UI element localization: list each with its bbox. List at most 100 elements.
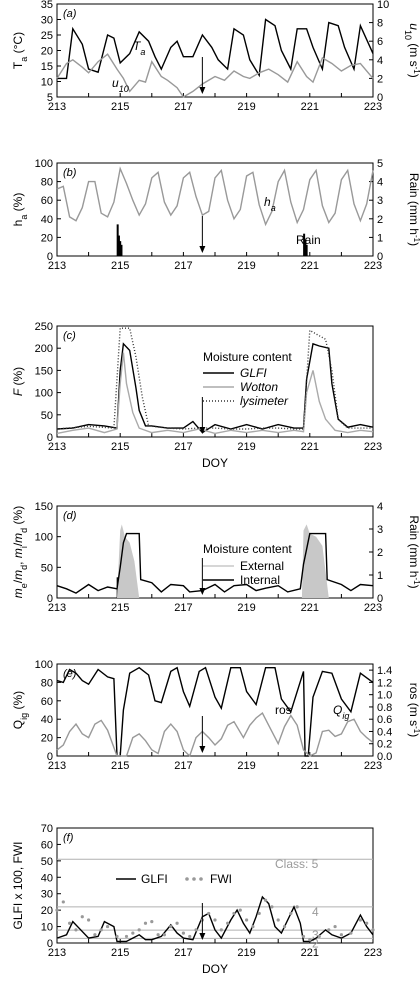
y-tick-label-right: 2: [377, 547, 383, 559]
x-tick-label: 219: [237, 947, 255, 959]
panel-a: 5 10 15 20 25 30 35 0 2 4 6 8 10 213 215 217 219 221 223 (a…: [11, 0, 420, 113]
series-fwi-point: [263, 898, 268, 902]
x-tick-label: 217: [174, 947, 192, 959]
series-fwi-point: [175, 921, 179, 925]
y-tick-label-right: 4: [377, 177, 383, 189]
x-axis-label: DOY: [202, 962, 228, 976]
legend-entry: GLFI: [141, 872, 168, 886]
series-ha-line: [56, 166, 374, 227]
y-tick-label-left: 0: [47, 432, 53, 444]
series-fwi-point: [74, 928, 78, 932]
series-qig-line: [56, 666, 374, 757]
x-tick-label: 223: [364, 260, 382, 272]
marker-arrow-head: [199, 246, 206, 253]
panel-label: (f): [63, 832, 74, 844]
y-tick-label-right: 3: [377, 524, 383, 536]
y-tick-label-left: 80: [41, 177, 53, 189]
y-tick-label-left: 30: [41, 15, 53, 27]
series-fwi-point: [301, 934, 306, 939]
series-fwi-point: [339, 933, 343, 937]
panel-b: 0 20 40 60 80 100 0 1 2 3 4 5 213 215 217 219 221 223 (b) h…: [11, 158, 420, 272]
panel-f: 0 10 20 30 40 50 60 70 213 215 217 219 221 223 Class: …: [11, 823, 382, 959]
series-fwi-point: [308, 938, 312, 942]
series-fwi-point: [169, 924, 173, 929]
y-tick-label-left: 20: [41, 232, 53, 244]
y-tick-label-left: 250: [35, 321, 53, 333]
marker-arrow-head: [199, 588, 206, 595]
y-tick-label-right: 2: [377, 214, 383, 226]
y-tick-label-left: 50: [41, 410, 53, 422]
legend-entry: Internal: [240, 573, 280, 587]
y-tick-label-left: 200: [35, 343, 53, 355]
rain-bar: [304, 239, 307, 256]
y-tick-label-left: 0: [47, 938, 53, 950]
series-fwi-point: [143, 921, 148, 925]
y-axis-label-left: me/md, mi/md (%): [11, 506, 29, 598]
legend-swatch-dot: [192, 877, 196, 881]
series-fwi-point: [276, 918, 280, 922]
y-tick-label-right: 0: [377, 92, 383, 104]
rain-bar: [303, 233, 306, 256]
y-tick-label-right: 0.6: [377, 714, 392, 726]
y-tick-label-left: 40: [41, 214, 53, 226]
x-tick-label: 217: [174, 260, 192, 272]
x-tick-label: 215: [111, 760, 129, 772]
y-tick-label-left: 150: [35, 365, 53, 377]
x-tick-label: 223: [364, 760, 382, 772]
y-tick-label-left: 60: [41, 696, 53, 708]
y-axis-label-left: Qig (%): [11, 691, 29, 729]
panel-label: (b): [63, 167, 77, 179]
x-axis-label: DOY: [202, 456, 228, 470]
y-tick-label-right: 1.2: [377, 677, 392, 689]
y-tick-label-right: 0.4: [377, 726, 392, 738]
class-label: 3: [312, 928, 319, 942]
plot-frame: [56, 325, 374, 438]
y-tick-label-right: 4: [377, 501, 383, 513]
series-label: ha: [264, 195, 276, 213]
y-axis-label-right: u10 (m s-1): [403, 23, 420, 78]
x-tick-label: 219: [237, 760, 255, 772]
y-tick-label-left: 20: [41, 905, 53, 917]
x-tick-label: 213: [48, 602, 66, 614]
legend-entry: lysimeter: [240, 394, 289, 408]
x-tick-label: 223: [364, 441, 382, 453]
y-tick-label-right: 8: [377, 18, 383, 30]
y-tick-label-right: 10: [377, 0, 389, 11]
y-tick-label-right: 0: [377, 593, 383, 605]
series-fwi-point: [61, 900, 65, 904]
x-tick-label: 221: [301, 101, 319, 113]
series-fwi-point: [181, 931, 185, 935]
series-fwi-point: [93, 933, 97, 937]
panel-c: 0 50 100 150 200 250 213 215 217 219 221 223 (c) F (%…: [11, 321, 382, 453]
rain-bar: [305, 244, 308, 256]
y-tick-label-left: 0: [47, 251, 53, 263]
marker-arrow-head: [199, 746, 206, 753]
y-tick-label-right: 2: [377, 73, 383, 85]
class-label: 4: [312, 905, 319, 919]
x-tick-label: 223: [364, 101, 382, 113]
rain-bar: [116, 224, 119, 256]
y-tick-label-right: 0.2: [377, 739, 392, 751]
legend-entry: GLFI: [240, 366, 267, 380]
marker-arrow-head: [199, 933, 206, 940]
y-tick-label-left: 15: [41, 61, 53, 73]
y-tick-label-left: 50: [41, 856, 53, 868]
y-tick-label-right: 3: [377, 195, 383, 207]
series-label: Rain: [296, 233, 321, 247]
series-fwi-point: [80, 915, 84, 919]
x-tick-label: 217: [174, 101, 192, 113]
series-fwi-point: [99, 928, 103, 932]
rain-bar: [117, 235, 120, 256]
series-fwi-point: [55, 908, 59, 912]
legend-swatch-dot: [199, 877, 203, 881]
x-tick-label: 221: [301, 602, 319, 614]
series-label: u10: [112, 76, 129, 94]
x-tick-label: 215: [111, 260, 129, 272]
y-tick-label-right: 1.0: [377, 690, 392, 702]
x-tick-label: 221: [301, 441, 319, 453]
series-ros-line: [56, 712, 374, 758]
y-tick-label-right: 5: [377, 158, 383, 170]
y-tick-label-left: 35: [41, 0, 53, 11]
series-fwi-point: [150, 920, 154, 924]
